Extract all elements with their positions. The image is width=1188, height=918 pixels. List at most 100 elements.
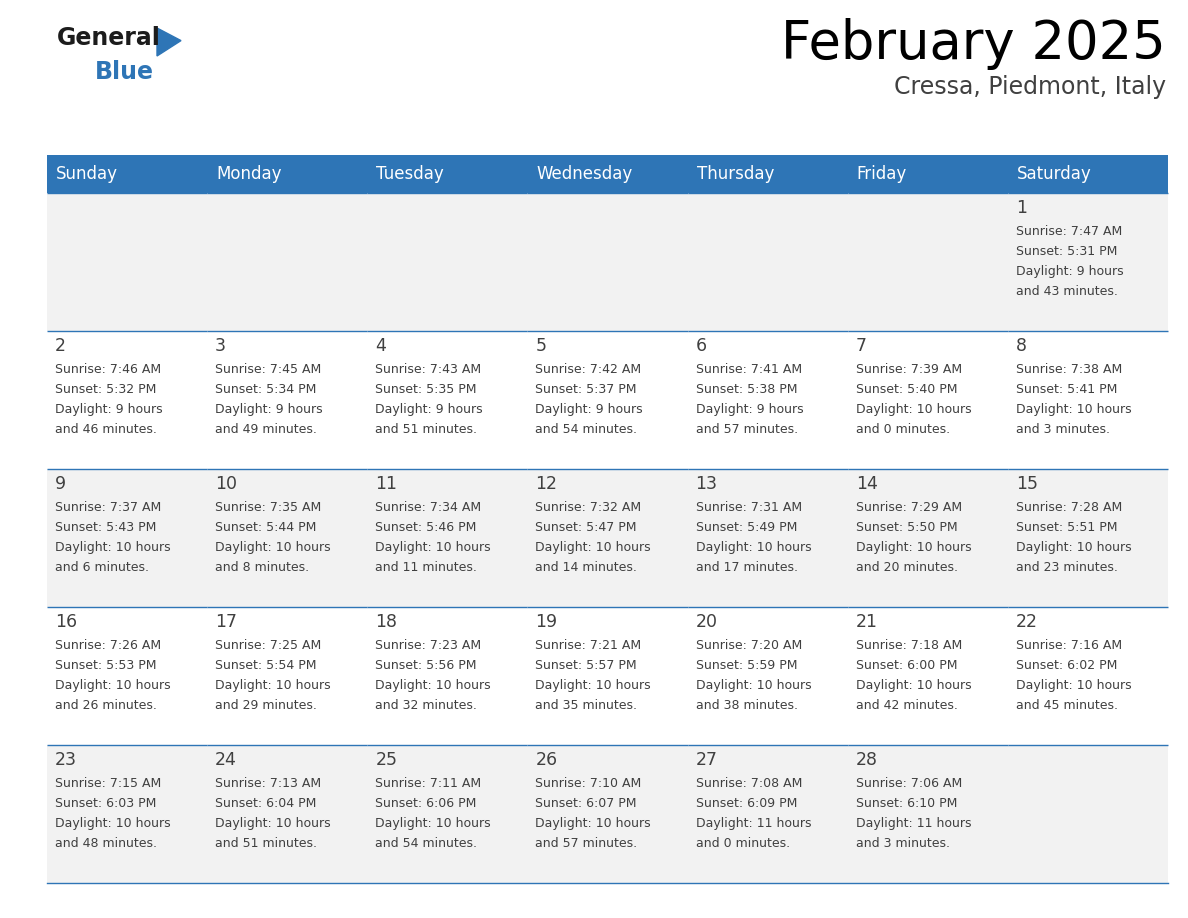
- Text: Sunrise: 7:31 AM: Sunrise: 7:31 AM: [695, 501, 802, 514]
- Text: Daylight: 10 hours: Daylight: 10 hours: [215, 679, 330, 692]
- Text: and 8 minutes.: and 8 minutes.: [215, 561, 309, 574]
- Text: Sunset: 5:47 PM: Sunset: 5:47 PM: [536, 521, 637, 534]
- Text: Daylight: 10 hours: Daylight: 10 hours: [536, 541, 651, 554]
- Bar: [367, 193, 527, 331]
- Text: Monday: Monday: [216, 165, 282, 183]
- Text: and 54 minutes.: and 54 minutes.: [536, 423, 638, 436]
- Text: and 51 minutes.: and 51 minutes.: [375, 423, 478, 436]
- Text: Saturday: Saturday: [1017, 165, 1092, 183]
- Bar: [207, 331, 367, 469]
- Text: Daylight: 9 hours: Daylight: 9 hours: [695, 403, 803, 416]
- Text: 1: 1: [1016, 199, 1026, 217]
- Bar: [1007, 193, 1168, 331]
- Text: 2: 2: [55, 337, 67, 355]
- Text: 18: 18: [375, 613, 397, 631]
- Text: 16: 16: [55, 613, 77, 631]
- Text: Sunrise: 7:28 AM: Sunrise: 7:28 AM: [1016, 501, 1123, 514]
- Text: Sunset: 6:09 PM: Sunset: 6:09 PM: [695, 797, 797, 810]
- Bar: [207, 607, 367, 745]
- Text: Thursday: Thursday: [696, 165, 773, 183]
- Text: Sunrise: 7:26 AM: Sunrise: 7:26 AM: [55, 639, 162, 652]
- Text: Sunset: 5:38 PM: Sunset: 5:38 PM: [695, 383, 797, 396]
- Text: Daylight: 9 hours: Daylight: 9 hours: [215, 403, 323, 416]
- Text: Daylight: 10 hours: Daylight: 10 hours: [1016, 541, 1131, 554]
- Text: Daylight: 11 hours: Daylight: 11 hours: [855, 817, 972, 830]
- Text: Sunset: 6:06 PM: Sunset: 6:06 PM: [375, 797, 476, 810]
- Bar: [1007, 607, 1168, 745]
- Text: and 46 minutes.: and 46 minutes.: [55, 423, 157, 436]
- Text: Sunset: 6:02 PM: Sunset: 6:02 PM: [1016, 659, 1117, 672]
- Text: Daylight: 10 hours: Daylight: 10 hours: [55, 679, 171, 692]
- Text: Sunset: 6:03 PM: Sunset: 6:03 PM: [55, 797, 157, 810]
- Text: and 54 minutes.: and 54 minutes.: [375, 837, 478, 850]
- Text: and 49 minutes.: and 49 minutes.: [215, 423, 317, 436]
- Text: Daylight: 10 hours: Daylight: 10 hours: [55, 817, 171, 830]
- Text: Daylight: 10 hours: Daylight: 10 hours: [375, 679, 491, 692]
- Text: Daylight: 9 hours: Daylight: 9 hours: [55, 403, 163, 416]
- Bar: [848, 607, 1007, 745]
- Text: and 43 minutes.: and 43 minutes.: [1016, 285, 1118, 298]
- Text: Sunrise: 7:10 AM: Sunrise: 7:10 AM: [536, 777, 642, 790]
- Text: and 26 minutes.: and 26 minutes.: [55, 699, 157, 712]
- Text: Sunset: 5:31 PM: Sunset: 5:31 PM: [1016, 245, 1117, 258]
- Text: Sunrise: 7:08 AM: Sunrise: 7:08 AM: [695, 777, 802, 790]
- Bar: [207, 469, 367, 607]
- Text: and 57 minutes.: and 57 minutes.: [536, 837, 638, 850]
- Text: Tuesday: Tuesday: [377, 165, 444, 183]
- Bar: [1007, 745, 1168, 883]
- Text: and 29 minutes.: and 29 minutes.: [215, 699, 317, 712]
- Text: Sunset: 6:10 PM: Sunset: 6:10 PM: [855, 797, 958, 810]
- Bar: [848, 331, 1007, 469]
- Text: Sunrise: 7:21 AM: Sunrise: 7:21 AM: [536, 639, 642, 652]
- Text: 21: 21: [855, 613, 878, 631]
- Text: 7: 7: [855, 337, 867, 355]
- Text: Sunset: 6:04 PM: Sunset: 6:04 PM: [215, 797, 316, 810]
- Text: 15: 15: [1016, 475, 1038, 493]
- Bar: [848, 193, 1007, 331]
- Text: Sunset: 5:40 PM: Sunset: 5:40 PM: [855, 383, 958, 396]
- Text: 19: 19: [536, 613, 557, 631]
- Text: Sunset: 5:54 PM: Sunset: 5:54 PM: [215, 659, 317, 672]
- Bar: [207, 193, 367, 331]
- Text: Sunset: 5:41 PM: Sunset: 5:41 PM: [1016, 383, 1117, 396]
- Text: Daylight: 10 hours: Daylight: 10 hours: [375, 817, 491, 830]
- Bar: [527, 469, 688, 607]
- Bar: [527, 745, 688, 883]
- Text: 4: 4: [375, 337, 386, 355]
- Text: Cressa, Piedmont, Italy: Cressa, Piedmont, Italy: [893, 75, 1165, 99]
- Text: Sunset: 5:57 PM: Sunset: 5:57 PM: [536, 659, 637, 672]
- Text: Sunrise: 7:11 AM: Sunrise: 7:11 AM: [375, 777, 481, 790]
- Bar: [1007, 469, 1168, 607]
- Text: 13: 13: [695, 475, 718, 493]
- Text: and 0 minutes.: and 0 minutes.: [695, 837, 790, 850]
- Text: Sunset: 5:35 PM: Sunset: 5:35 PM: [375, 383, 476, 396]
- Bar: [688, 155, 848, 193]
- Text: 12: 12: [536, 475, 557, 493]
- Bar: [367, 745, 527, 883]
- Text: 9: 9: [55, 475, 67, 493]
- Text: Sunset: 5:43 PM: Sunset: 5:43 PM: [55, 521, 157, 534]
- Text: Sunrise: 7:29 AM: Sunrise: 7:29 AM: [855, 501, 962, 514]
- Text: Sunrise: 7:06 AM: Sunrise: 7:06 AM: [855, 777, 962, 790]
- Text: Daylight: 10 hours: Daylight: 10 hours: [55, 541, 171, 554]
- Text: Sunrise: 7:37 AM: Sunrise: 7:37 AM: [55, 501, 162, 514]
- Text: Sunrise: 7:47 AM: Sunrise: 7:47 AM: [1016, 225, 1123, 238]
- Text: Daylight: 10 hours: Daylight: 10 hours: [695, 679, 811, 692]
- Text: 27: 27: [695, 751, 718, 769]
- Text: Sunset: 6:00 PM: Sunset: 6:00 PM: [855, 659, 958, 672]
- Text: and 51 minutes.: and 51 minutes.: [215, 837, 317, 850]
- Bar: [48, 745, 207, 883]
- Text: and 0 minutes.: and 0 minutes.: [855, 423, 950, 436]
- Text: 17: 17: [215, 613, 238, 631]
- Text: Sunrise: 7:15 AM: Sunrise: 7:15 AM: [55, 777, 162, 790]
- Text: 6: 6: [695, 337, 707, 355]
- Text: Sunset: 5:44 PM: Sunset: 5:44 PM: [215, 521, 316, 534]
- Bar: [367, 607, 527, 745]
- Text: Sunset: 5:59 PM: Sunset: 5:59 PM: [695, 659, 797, 672]
- Text: Sunrise: 7:45 AM: Sunrise: 7:45 AM: [215, 363, 322, 376]
- Text: Sunset: 5:46 PM: Sunset: 5:46 PM: [375, 521, 476, 534]
- Text: Daylight: 9 hours: Daylight: 9 hours: [536, 403, 643, 416]
- Bar: [48, 607, 207, 745]
- Text: Sunset: 5:51 PM: Sunset: 5:51 PM: [1016, 521, 1118, 534]
- Bar: [48, 331, 207, 469]
